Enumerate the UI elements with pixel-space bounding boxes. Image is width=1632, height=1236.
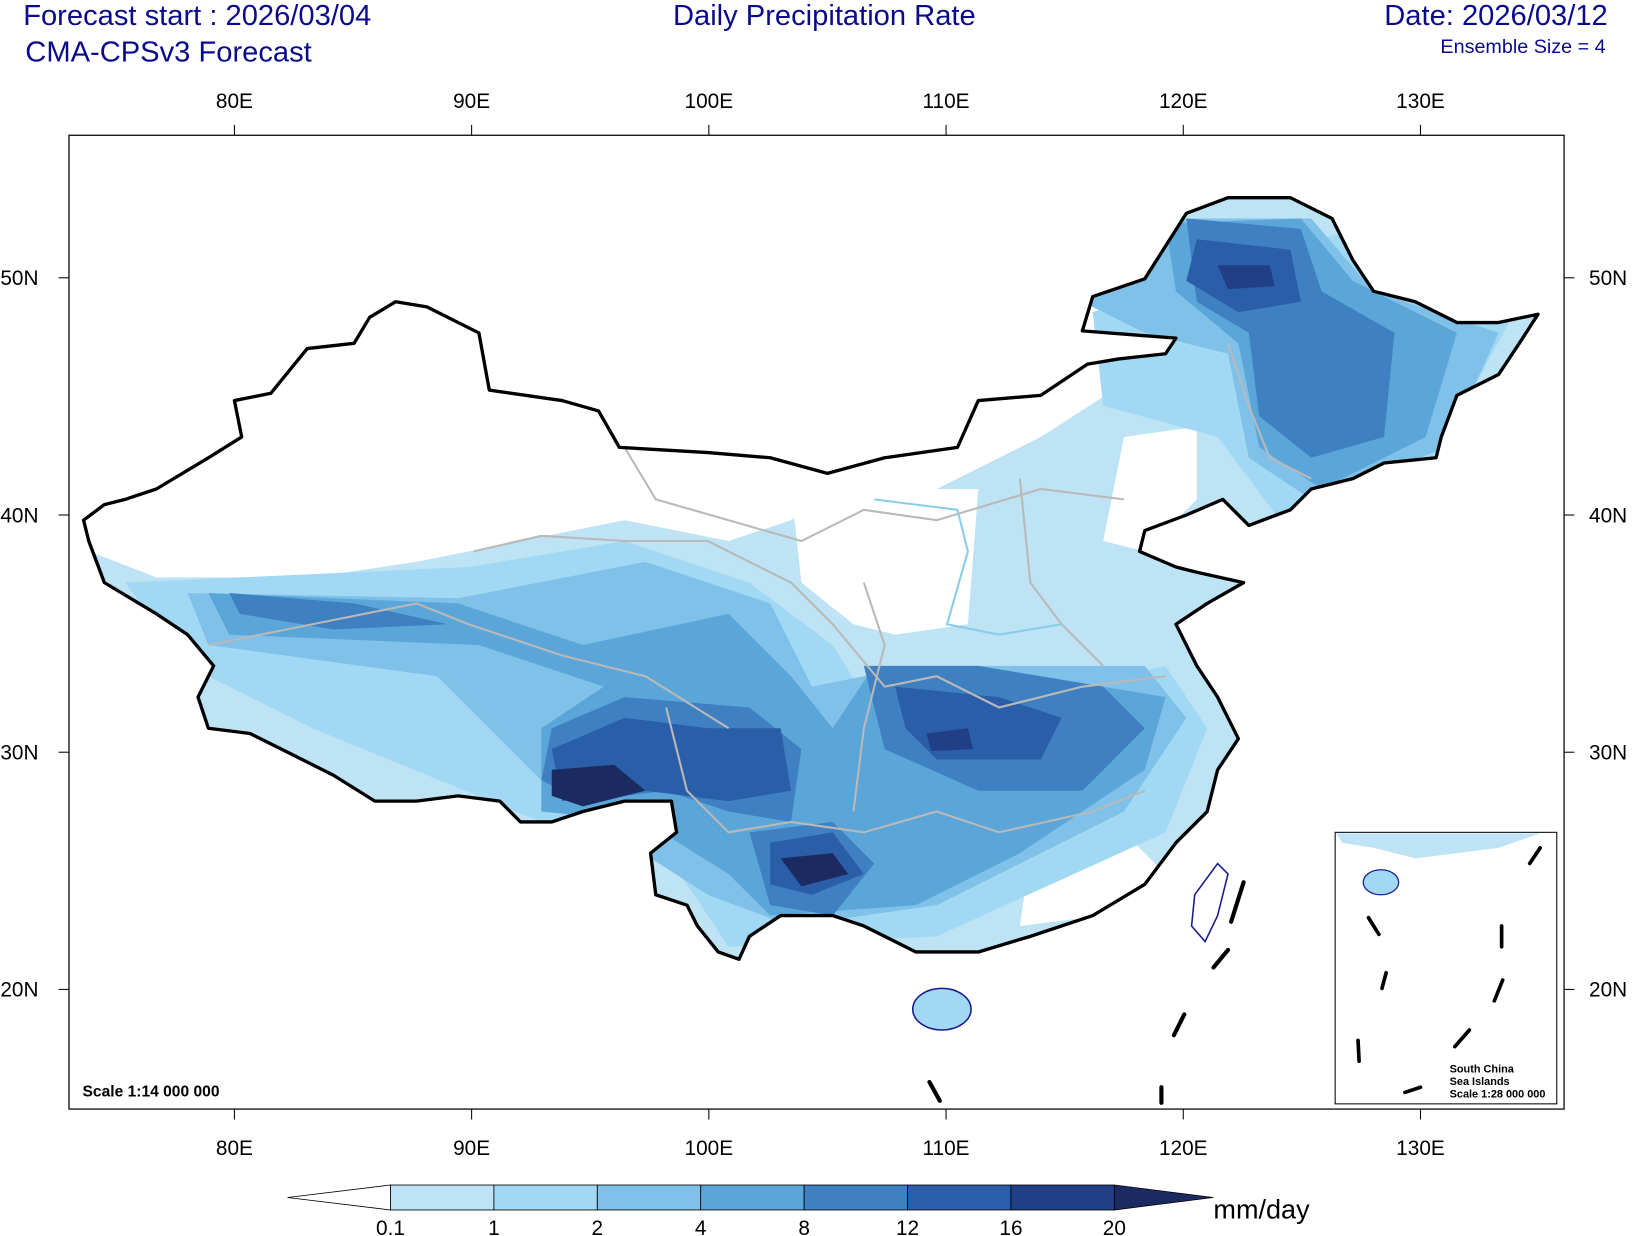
lon-label-bottom: 120E	[1159, 1137, 1208, 1160]
inset-label-line1: South China	[1450, 1064, 1515, 1076]
map-scale-label: Scale 1:14 000 000	[83, 1084, 220, 1101]
chart-title: Daily Precipitation Rate	[673, 0, 976, 32]
colorbar-bin	[907, 1184, 1012, 1211]
colorbar-level-label: 8	[798, 1217, 810, 1236]
colorbar-level-label: 0.1	[376, 1217, 405, 1236]
lat-label-right: 20N	[1589, 979, 1627, 1002]
lon-label-top: 110E	[923, 90, 970, 113]
colorbar-bin	[390, 1184, 495, 1211]
colorbar-level-label: 20	[1103, 1217, 1126, 1236]
lon-label-top: 130E	[1396, 90, 1445, 113]
lon-label-top: 80E	[216, 90, 253, 113]
lon-label-bottom: 110E	[923, 1137, 970, 1160]
province-borders	[208, 343, 1312, 834]
ensemble-size-label: Ensemble Size = 4	[1440, 36, 1605, 58]
south-china-sea-inset: South China Sea Islands Scale 1:28 000 0…	[1334, 831, 1558, 1105]
inset-scale-label: Scale 1:28 000 000	[1450, 1089, 1546, 1101]
colorbar-bin	[803, 1184, 908, 1211]
colorbar-bin	[1010, 1184, 1115, 1211]
lon-label-bottom: 130E	[1396, 1137, 1445, 1160]
lon-label-top: 100E	[685, 90, 734, 113]
lon-label-top: 90E	[453, 90, 490, 113]
colorbar-under-triangle	[287, 1184, 391, 1211]
map-axes: 80E 80E 90E 90E 100E 100E 110E 110E 120E 120E 130E…	[0, 90, 1627, 1160]
lat-label-left: 20N	[0, 979, 38, 1002]
colorbar-units: mm/day	[1213, 1194, 1310, 1224]
yellow-river	[874, 498, 1062, 636]
colorbar: 0.1 1 2 4 8 12 16 20	[287, 1184, 1214, 1236]
taiwan-island	[1190, 862, 1229, 943]
date-label: Date: 2026/03/12	[1384, 0, 1607, 32]
forecast-start-label: Forecast start : 2026/03/04	[23, 0, 371, 32]
lat-label-right: 40N	[1589, 504, 1627, 527]
lon-label-bottom: 100E	[685, 1137, 734, 1160]
lon-label-bottom: 80E	[216, 1137, 253, 1160]
lon-label-top: 120E	[1159, 90, 1208, 113]
colorbar-level-label: 16	[999, 1217, 1022, 1236]
colorbar-level-label: 2	[592, 1217, 604, 1236]
colorbar-level-label: 4	[695, 1217, 707, 1236]
colorbar-bin	[493, 1184, 598, 1211]
national-border	[81, 196, 1540, 961]
colorbar-level-label: 12	[896, 1217, 919, 1236]
lat-label-right: 30N	[1589, 741, 1627, 764]
lat-label-right: 50N	[1589, 267, 1627, 290]
inset-label-line2: Sea Islands	[1450, 1076, 1510, 1088]
colorbar-over-triangle	[1113, 1184, 1214, 1211]
lon-label-bottom: 90E	[453, 1137, 490, 1160]
lat-label-left: 40N	[0, 504, 38, 527]
model-label: CMA-CPSv3 Forecast	[25, 36, 311, 68]
lat-label-left: 30N	[0, 741, 38, 764]
colorbar-level-label: 1	[488, 1217, 500, 1236]
lat-label-left: 50N	[0, 267, 38, 290]
colorbar-bin	[700, 1184, 805, 1211]
hainan-island	[911, 987, 972, 1031]
colorbar-bin	[596, 1184, 702, 1211]
maritime-boundary-dashes	[927, 880, 1246, 1105]
